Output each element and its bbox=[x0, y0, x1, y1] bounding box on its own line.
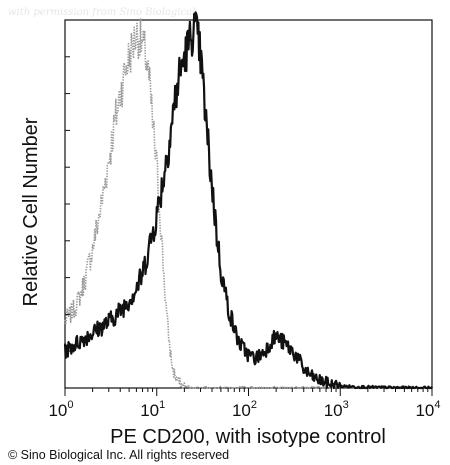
copyright-text: © Sino Biological Inc. All rights reserv… bbox=[8, 448, 229, 462]
x-tick-label: 104 bbox=[415, 399, 440, 420]
x-axis-tick-labels: 100 101 102 103 104 bbox=[48, 399, 440, 420]
x-tick-label: 102 bbox=[232, 399, 257, 420]
plot-area bbox=[63, 11, 433, 390]
x-tick-label: 103 bbox=[324, 399, 349, 420]
watermark-text: with permission from Sino Biological bbox=[8, 7, 195, 18]
series-isotype-control-line bbox=[64, 18, 433, 389]
x-tick-label: 100 bbox=[48, 399, 73, 420]
series-pe-cd200-line bbox=[63, 11, 433, 390]
x-axis-ticks bbox=[64, 56, 433, 396]
x-tick-label: 101 bbox=[140, 399, 165, 420]
plot-frame bbox=[64, 19, 433, 389]
y-axis-label: Relative Cell Number bbox=[20, 117, 42, 306]
x-axis-label: PE CD200, with isotype control bbox=[110, 426, 386, 448]
